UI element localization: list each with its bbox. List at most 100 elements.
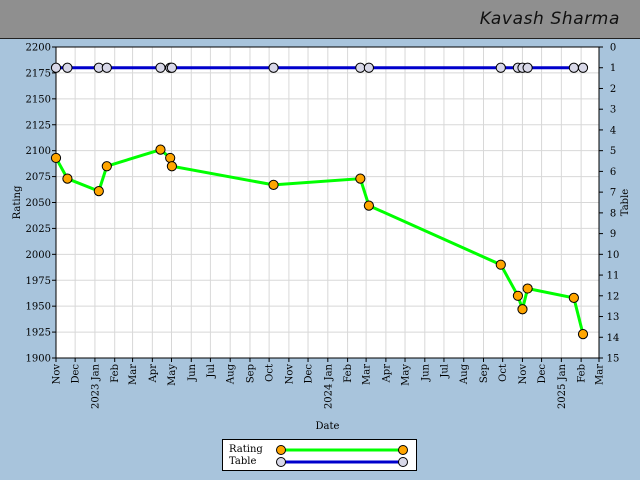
y-axis-title: Rating bbox=[12, 185, 23, 219]
x-tick-label: Sep bbox=[245, 364, 256, 383]
series-marker-rating bbox=[50, 152, 62, 164]
x-tick-label: Dec bbox=[537, 364, 548, 384]
y-tick-label: 1975 bbox=[26, 276, 51, 287]
series-marker-rating bbox=[62, 173, 73, 184]
series-marker-table bbox=[166, 62, 178, 73]
y-tick-label: 2075 bbox=[26, 172, 51, 183]
y2-tick-label: 9 bbox=[610, 229, 616, 240]
series-marker-rating bbox=[268, 179, 279, 190]
series-marker-table bbox=[62, 62, 73, 73]
x-tick-label: Jul bbox=[206, 364, 217, 379]
x-tick-label: Apr bbox=[148, 364, 159, 384]
legend-table-marker-right bbox=[398, 457, 408, 467]
series-line-rating bbox=[54, 147, 585, 335]
legend: Rating Table bbox=[222, 439, 417, 471]
series-marker-rating bbox=[495, 259, 506, 270]
y2-tick-label: 14 bbox=[607, 333, 620, 344]
x-tick-label: Aug bbox=[226, 363, 237, 385]
y2-tick-label: 11 bbox=[607, 271, 620, 282]
y-tick-label: 1900 bbox=[26, 354, 51, 365]
series-marker-rating bbox=[93, 185, 104, 197]
y-tick-label: 2000 bbox=[26, 250, 51, 261]
y-tick-label: 2200 bbox=[26, 43, 51, 54]
x-axis-title: Date bbox=[316, 421, 340, 432]
legend-swatches bbox=[276, 445, 408, 467]
y2-tick-label: 7 bbox=[610, 188, 616, 199]
series-marker-table bbox=[101, 62, 112, 73]
x-tick-label: Oct bbox=[265, 364, 276, 382]
y-tick-label: 1950 bbox=[26, 302, 51, 313]
series-marker-table bbox=[50, 62, 62, 73]
series-marker-rating bbox=[355, 173, 366, 184]
legend-rating-label: Rating bbox=[229, 444, 263, 455]
series-marker-table bbox=[363, 62, 374, 73]
player-name: Kavash Sharma bbox=[479, 9, 620, 29]
y2-tick-label: 13 bbox=[607, 312, 620, 323]
series-marker-rating bbox=[166, 161, 178, 172]
y2-tick-label: 12 bbox=[607, 291, 620, 302]
series-marker-rating bbox=[363, 200, 374, 211]
series-marker-rating bbox=[517, 304, 528, 315]
x-tick-label: Feb bbox=[343, 364, 354, 383]
x-tick-label: Mar bbox=[128, 364, 139, 385]
series-marker-rating bbox=[101, 161, 112, 172]
y2-tick-label: 0 bbox=[610, 43, 616, 54]
y2-axis-title: Table bbox=[620, 189, 631, 216]
y-tick-label: 2100 bbox=[26, 146, 51, 157]
series-marker-rating bbox=[568, 292, 579, 303]
x-tick-label: 2023 Jan bbox=[90, 363, 101, 409]
x-tick-label: Dec bbox=[71, 364, 82, 384]
y2-tick-label: 3 bbox=[610, 105, 616, 116]
y-tick-label: 2050 bbox=[26, 198, 51, 209]
x-tick-label: May bbox=[401, 364, 412, 386]
series-marker-table bbox=[268, 62, 279, 73]
legend-rating-marker-right bbox=[398, 445, 408, 455]
x-tick-label: Mar bbox=[362, 364, 373, 385]
x-tick-label: Nov bbox=[52, 364, 63, 385]
y2-tick-label: 2 bbox=[610, 84, 616, 95]
legend-table-marker-left bbox=[276, 457, 286, 467]
y-tick-label: 2150 bbox=[26, 94, 51, 105]
y2-tick-label: 15 bbox=[607, 354, 620, 365]
y2-tick-label: 8 bbox=[610, 208, 616, 219]
x-tick-label: Nov bbox=[284, 364, 295, 385]
header-bar: Kavash Sharma bbox=[0, 0, 640, 39]
y2-tick-label: 1 bbox=[610, 63, 616, 74]
y-tick-label: 2125 bbox=[26, 120, 51, 131]
x-tick-label: May bbox=[167, 364, 178, 386]
legend-rating-marker-left bbox=[276, 445, 286, 455]
x-tick-label: Aug bbox=[459, 363, 470, 385]
series-marker-table bbox=[155, 62, 166, 73]
x-tick-label: 2024 Jan bbox=[323, 363, 334, 409]
x-tick-label: Feb bbox=[110, 364, 121, 383]
x-tick-label: Jun bbox=[187, 363, 198, 381]
y2-tick-label: 5 bbox=[610, 146, 616, 157]
series-marker-rating bbox=[522, 283, 533, 294]
series-marker-rating bbox=[577, 329, 589, 340]
y-tick-label: 2025 bbox=[26, 224, 51, 235]
series-marker-table bbox=[355, 62, 366, 73]
x-tick-label: Nov bbox=[518, 364, 529, 385]
y-tick-label: 2175 bbox=[26, 68, 51, 79]
y2-tick-label: 6 bbox=[610, 167, 616, 178]
x-tick-label: 2025 Jan bbox=[557, 363, 568, 409]
y2-tick-label: 4 bbox=[610, 125, 616, 136]
x-tick-label: Jun bbox=[420, 363, 431, 381]
x-tick-label: Feb bbox=[577, 364, 588, 383]
series-marker-rating bbox=[165, 152, 176, 164]
x-tick-label: Oct bbox=[498, 364, 509, 382]
series-marker-table bbox=[568, 62, 579, 73]
x-tick-label: Sep bbox=[479, 364, 490, 383]
series-marker-table bbox=[577, 62, 589, 73]
x-tick-label: Mar bbox=[595, 364, 606, 385]
series-marker-rating bbox=[155, 144, 166, 155]
legend-table-label: Table bbox=[229, 456, 257, 467]
series-marker-table bbox=[495, 62, 506, 73]
y2-tick-label: 10 bbox=[607, 250, 620, 261]
y-tick-label: 1925 bbox=[26, 328, 51, 339]
x-tick-label: Dec bbox=[304, 364, 315, 384]
series-marker-table bbox=[522, 62, 533, 73]
series-marker-rating bbox=[512, 290, 524, 301]
